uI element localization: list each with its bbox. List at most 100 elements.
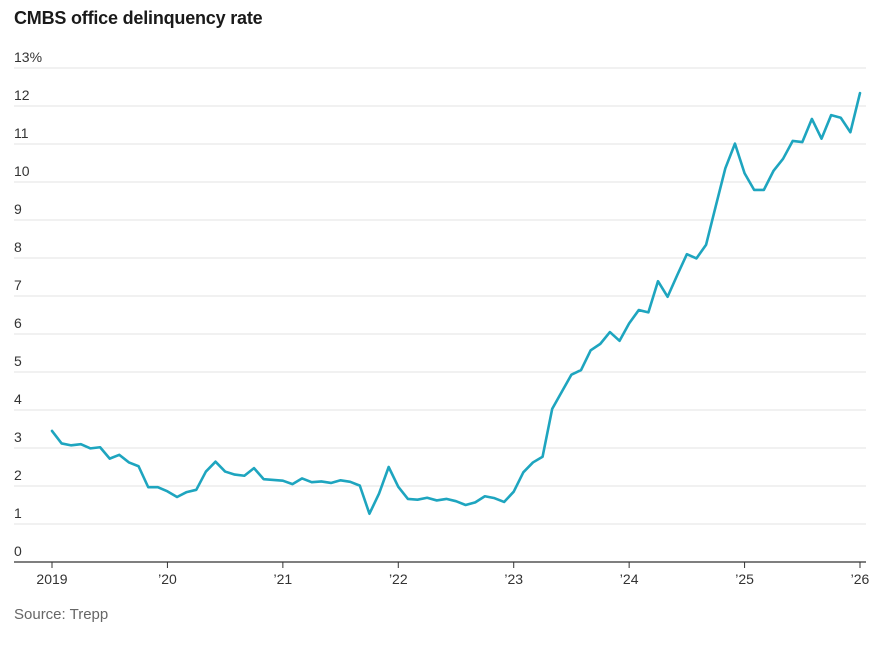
x-tick-label: ’26 bbox=[851, 571, 870, 587]
x-tick-label: 2019 bbox=[36, 571, 67, 587]
data-point bbox=[791, 140, 793, 142]
data-point bbox=[734, 142, 736, 144]
data-point bbox=[234, 473, 236, 475]
data-point bbox=[484, 495, 486, 497]
data-point bbox=[253, 467, 255, 469]
data-point bbox=[830, 114, 832, 116]
data-point bbox=[859, 92, 861, 94]
data-point bbox=[80, 443, 82, 445]
x-tick-label: ’20 bbox=[158, 571, 177, 587]
data-point bbox=[541, 456, 543, 458]
data-point bbox=[89, 447, 91, 449]
data-point bbox=[522, 471, 524, 473]
chart-title: CMBS office delinquency rate bbox=[14, 8, 263, 28]
data-point bbox=[464, 504, 466, 506]
y-tick-label: 1 bbox=[14, 505, 22, 521]
data-point bbox=[772, 170, 774, 172]
data-point bbox=[426, 497, 428, 499]
data-point bbox=[311, 481, 313, 483]
y-tick-label: 3 bbox=[14, 429, 22, 445]
data-point bbox=[618, 340, 620, 342]
y-tick-label: 12 bbox=[14, 87, 30, 103]
data-point bbox=[349, 481, 351, 483]
y-tick-label: 10 bbox=[14, 163, 30, 179]
data-point bbox=[503, 501, 505, 503]
data-point bbox=[70, 444, 72, 446]
series-group bbox=[50, 91, 862, 516]
data-point bbox=[820, 137, 822, 139]
data-point bbox=[638, 309, 640, 311]
data-point bbox=[118, 454, 120, 456]
data-point bbox=[532, 461, 534, 463]
x-axis-labels: 2019 ’20 ’21 ’22 ’23 ’24 ’25 ’26 bbox=[36, 571, 869, 587]
data-point bbox=[128, 461, 130, 463]
data-point bbox=[676, 274, 678, 276]
data-point bbox=[176, 496, 178, 498]
data-point bbox=[359, 484, 361, 486]
x-tick-label: ’21 bbox=[274, 571, 293, 587]
x-tick-label: ’22 bbox=[389, 571, 408, 587]
data-point bbox=[339, 479, 341, 481]
y-tick-label: 5 bbox=[14, 353, 22, 369]
data-point bbox=[580, 369, 582, 371]
y-tick-label: 13% bbox=[14, 49, 42, 65]
data-point bbox=[455, 500, 457, 502]
data-point bbox=[493, 497, 495, 499]
data-point bbox=[137, 465, 139, 467]
data-point bbox=[51, 430, 53, 432]
data-point bbox=[647, 311, 649, 313]
data-point bbox=[166, 490, 168, 492]
data-point bbox=[715, 205, 717, 207]
data-point bbox=[666, 296, 668, 298]
data-point bbox=[320, 480, 322, 482]
data-point bbox=[609, 331, 611, 333]
data-point bbox=[205, 470, 207, 472]
data-point bbox=[743, 172, 745, 174]
data-point bbox=[657, 280, 659, 282]
y-tick-label: 11 bbox=[14, 125, 29, 141]
y-tick-label: 6 bbox=[14, 315, 22, 331]
data-point bbox=[301, 477, 303, 479]
y-tick-label: 2 bbox=[14, 467, 22, 483]
data-point bbox=[243, 475, 245, 477]
x-tick-label: ’25 bbox=[735, 571, 754, 587]
data-point bbox=[378, 492, 380, 494]
data-point bbox=[291, 483, 293, 485]
data-point bbox=[849, 131, 851, 133]
data-point bbox=[224, 470, 226, 472]
data-point bbox=[599, 343, 601, 345]
x-tick-label: ’23 bbox=[504, 571, 523, 587]
y-tick-label: 7 bbox=[14, 277, 22, 293]
x-tick-label: ’24 bbox=[620, 571, 639, 587]
x-axis bbox=[14, 561, 866, 568]
data-point bbox=[436, 499, 438, 501]
data-point bbox=[407, 498, 409, 500]
data-point bbox=[330, 482, 332, 484]
data-point bbox=[214, 460, 216, 462]
data-point bbox=[628, 322, 630, 324]
data-point bbox=[195, 489, 197, 491]
y-tick-label: 9 bbox=[14, 201, 22, 217]
y-tick-label: 4 bbox=[14, 391, 22, 407]
data-point bbox=[99, 446, 101, 448]
data-point bbox=[551, 408, 553, 410]
data-point bbox=[368, 513, 370, 515]
y-tick-label: 8 bbox=[14, 239, 22, 255]
data-point bbox=[262, 478, 264, 480]
data-point bbox=[801, 141, 803, 143]
data-point bbox=[513, 491, 515, 493]
y-tick-label: 0 bbox=[14, 543, 22, 559]
data-point bbox=[570, 373, 572, 375]
data-point bbox=[147, 486, 149, 488]
data-point bbox=[695, 257, 697, 259]
data-point bbox=[705, 244, 707, 246]
data-point bbox=[561, 391, 563, 393]
data-point bbox=[782, 158, 784, 160]
series-line-delinquency-rate bbox=[50, 91, 862, 516]
data-point bbox=[763, 189, 765, 191]
data-point bbox=[840, 117, 842, 119]
data-point bbox=[589, 349, 591, 351]
data-point bbox=[387, 466, 389, 468]
